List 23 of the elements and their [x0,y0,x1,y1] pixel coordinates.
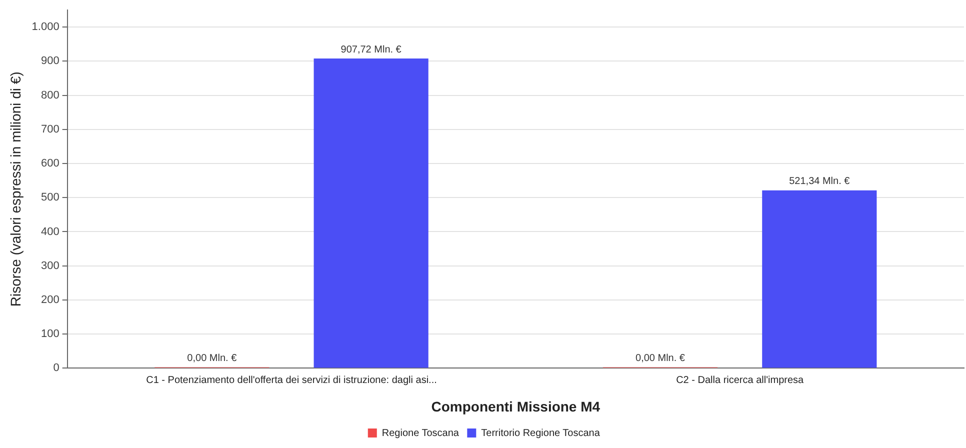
x-tick-label: C1 - Potenziamento dell'offerta dei servizi di istruzione: dagli asi... [146,374,437,386]
data-label: 0,00 Mln. € [636,352,686,364]
x-tick-label: C2 - Dalla ricerca all'impresa [676,374,804,386]
y-tick-label: 600 [40,158,60,170]
y-tick-label: 700 [40,123,60,136]
data-label: 0,00 Mln. € [187,352,238,364]
y-tick-label: 1.000 [32,21,60,34]
legend-label: Regione Toscana [382,428,460,439]
y-tick-label: 800 [40,89,60,102]
data-label: 521,34 Mln. € [789,176,850,188]
data-label: 907,72 Mln. € [340,44,402,56]
legend-label: Territorio Regione Toscana [481,428,600,439]
x-axis-title: Componenti Missione M4 [431,398,600,414]
y-tick-label: 300 [40,260,60,272]
y-tick-label: 400 [40,226,60,238]
bar [762,190,877,368]
y-tick-label: 100 [40,328,60,340]
y-tick-label: 500 [40,192,60,204]
bar [314,58,428,368]
y-axis-title: Risorse (valori espressi in milioni di €) [7,72,24,307]
y-tick-label: 200 [40,294,60,306]
y-tick-label: 0 [53,362,60,374]
y-tick-label: 900 [40,55,60,68]
